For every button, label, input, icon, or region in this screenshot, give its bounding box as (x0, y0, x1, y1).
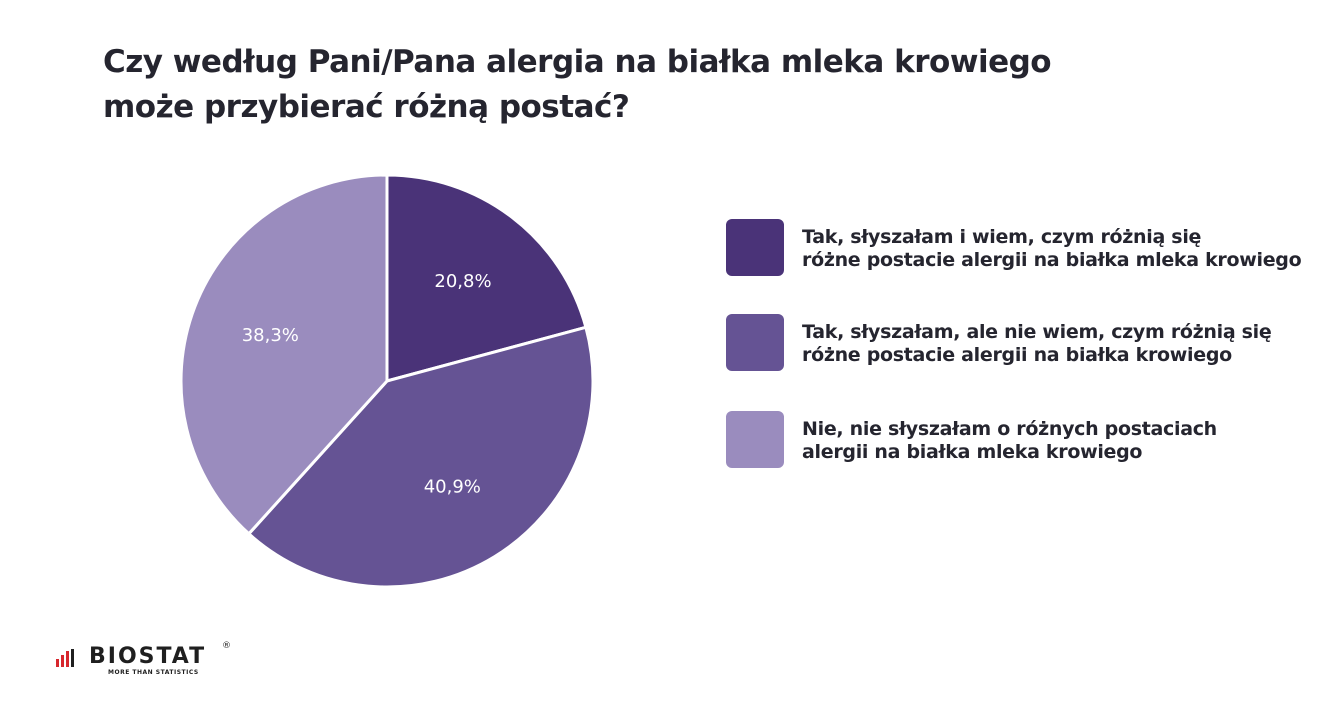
legend-label-3-line-2: alergii na białka mleka krowiego (802, 441, 1143, 463)
pie-slice-1 (385, 173, 588, 383)
pie-slices (179, 173, 595, 589)
pie-labels: 20,8% 40,9% 38,3% (242, 271, 492, 498)
chart-title: Czy według Pani/Pana alergia na białka m… (103, 40, 1103, 130)
legend-item-2: Tak, słyszałam, ale nie wiem, czym różni… (726, 314, 1326, 374)
legend-swatch-3 (726, 411, 784, 468)
pie-slice-2 (247, 325, 595, 589)
logo-wordmark: BIOSTAT (89, 644, 207, 669)
legend-swatch-1 (726, 219, 784, 276)
legend-label-1-line-1: Tak, słyszałam i wiem, czym różnią się (802, 226, 1202, 248)
pie-slice-label-3: 38,3% (242, 325, 299, 346)
logo-registered-mark: ® (222, 641, 231, 651)
legend-label-2-line-1: Tak, słyszałam, ale nie wiem, czym różni… (802, 321, 1272, 343)
legend-label-2-line-2: różne postacie alergii na białka krowieg… (802, 344, 1232, 366)
logo-tagline: MORE THAN STATISTICS (108, 669, 199, 676)
biostat-logo: BIOSTAT ® MORE THAN STATISTICS (56, 641, 246, 683)
chart-title-line-1: Czy według Pani/Pana alergia na białka m… (103, 44, 1052, 80)
legend-label-1-line-2: różne postacie alergii na białka mleka k… (802, 249, 1302, 271)
legend-swatch-2 (726, 314, 784, 371)
legend-item-3: Nie, nie słyszałam o różnych postaciach … (726, 411, 1326, 471)
pie-slice-label-2: 40,9% (424, 477, 481, 498)
legend-label-3: Nie, nie słyszałam o różnych postaciach … (802, 418, 1326, 464)
pie-slice-3 (179, 173, 389, 536)
bar-chart-logo-icon (56, 649, 74, 667)
legend-label-2: Tak, słyszałam, ale nie wiem, czym różni… (802, 321, 1326, 367)
legend-label-3-line-1: Nie, nie słyszałam o różnych postaciach (802, 418, 1217, 440)
pie-slice-label-1: 20,8% (434, 271, 491, 292)
legend-label-1: Tak, słyszałam i wiem, czym różnią się r… (802, 226, 1326, 272)
legend-item-1: Tak, słyszałam i wiem, czym różnią się r… (726, 219, 1326, 279)
chart-title-line-2: może przybierać różną postać? (103, 89, 630, 125)
